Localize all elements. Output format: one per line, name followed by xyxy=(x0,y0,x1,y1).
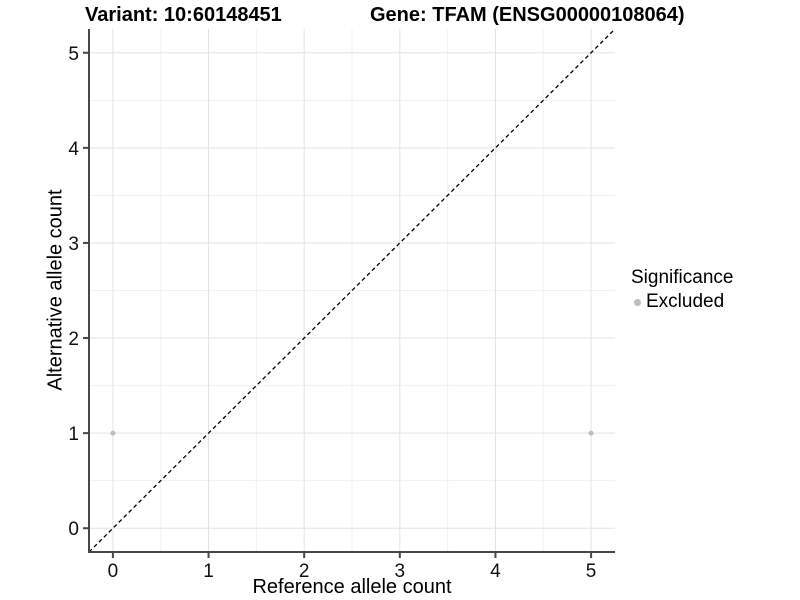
x-tick-label: 2 xyxy=(299,561,310,582)
data-point xyxy=(110,430,116,436)
x-tick-label: 0 xyxy=(108,561,119,582)
y-tick-label: 5 xyxy=(68,44,79,65)
y-tick-label: 1 xyxy=(68,424,79,445)
x-tick-label: 5 xyxy=(586,561,597,582)
y-tick-label: 3 xyxy=(68,234,79,255)
legend-marker-circle-icon xyxy=(634,298,641,306)
x-tick-label: 4 xyxy=(490,561,501,582)
legend-entry-excluded: Excluded xyxy=(631,291,733,313)
y-tick-label: 2 xyxy=(68,329,79,350)
plot-title-gene: Gene: TFAM (ENSG00000108064) xyxy=(370,4,685,26)
legend-entry-label: Excluded xyxy=(646,291,725,312)
x-axis-title: Reference allele count xyxy=(252,576,452,598)
plot-title-variant: Variant: 10:60148451 xyxy=(85,4,282,26)
legend-title: Significance xyxy=(631,267,734,288)
y-tick-label: 0 xyxy=(68,519,79,540)
y-tick-label: 4 xyxy=(68,139,79,160)
data-point xyxy=(588,430,594,436)
x-tick-label: 1 xyxy=(203,561,214,582)
x-tick-label: 3 xyxy=(395,561,406,582)
identity-dashed-line xyxy=(88,28,616,553)
y-axis-title: Alternative allele count xyxy=(44,189,67,391)
legend: Significance Excluded xyxy=(631,267,733,313)
